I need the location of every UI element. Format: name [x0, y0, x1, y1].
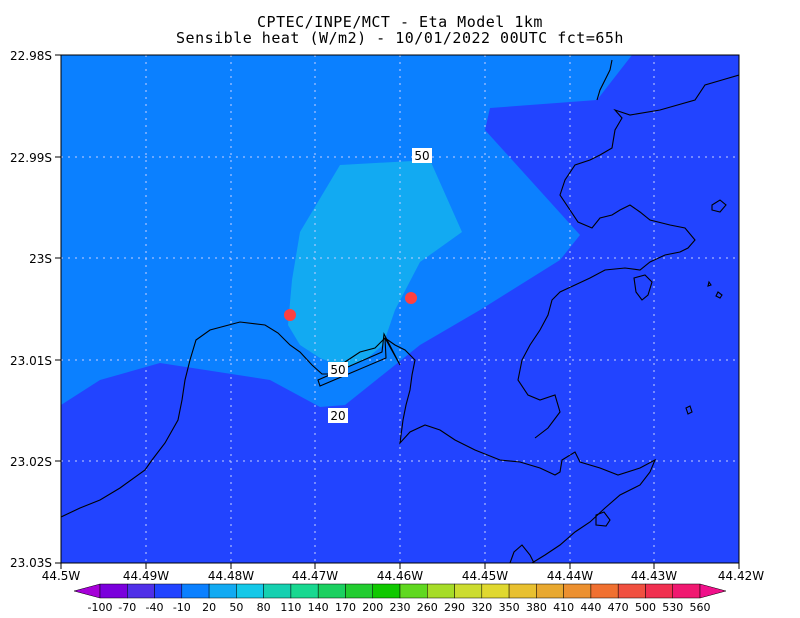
colorbar-segment — [427, 583, 455, 599]
colorbar-label: -10 — [173, 601, 191, 614]
colorbar-label: 290 — [444, 601, 465, 614]
map-plot: 50 50 20 — [61, 55, 739, 563]
colorbar-label: 410 — [553, 601, 574, 614]
colorbar-label: 560 — [690, 601, 711, 614]
colorbar-label: 230 — [390, 601, 411, 614]
colorbar-label: 80 — [257, 601, 271, 614]
lon-label: 44.43W — [631, 569, 677, 583]
coastline — [61, 59, 739, 563]
colorbar-label: 350 — [499, 601, 520, 614]
colorbar-label: 500 — [635, 601, 656, 614]
colorbar-segment — [699, 583, 727, 599]
colorbar-label: -40 — [146, 601, 164, 614]
svg-text:20: 20 — [330, 409, 345, 423]
station-marker — [284, 309, 296, 321]
colorbar-label: 20 — [202, 601, 216, 614]
lon-label: 44.47W — [292, 569, 338, 583]
colorbar-label: -100 — [88, 601, 113, 614]
colorbar-segment — [317, 583, 346, 599]
colorbar-label: 320 — [471, 601, 492, 614]
colorbar-segment — [236, 583, 264, 599]
axis-ticks — [55, 54, 740, 569]
colorbar-segment — [181, 583, 210, 599]
colorbar-label: 140 — [308, 601, 329, 614]
colorbar: -100 -70 -40 -10 20 50 80 110 140 170 200 230 260 290… — [73, 583, 727, 614]
colorbar-segment — [208, 583, 237, 599]
lat-label: 23.03S — [10, 556, 52, 570]
colorbar-segment — [73, 583, 101, 599]
colorbar-segment — [154, 583, 183, 599]
colorbar-label: 50 — [229, 601, 243, 614]
latitude-labels: 22.98S 22.99S 23S 23.01S 23.02S 23.03S — [10, 49, 52, 570]
map-subtitle: Sensible heat (W/m2) - 10/01/2022 00UTC … — [176, 29, 624, 47]
colorbar-segment — [290, 583, 319, 599]
gridlines — [61, 55, 739, 563]
colorbar-label: 380 — [526, 601, 547, 614]
colorbar-segment — [372, 583, 401, 599]
colorbar-segment — [127, 583, 155, 599]
colorbar-segment — [399, 583, 428, 599]
map-title: CPTEC/INPE/MCT - Eta Model 1km — [257, 13, 543, 31]
colorbar-segment — [590, 583, 619, 599]
lat-label: 23.01S — [10, 354, 52, 368]
colorbar-segment — [536, 583, 564, 599]
colorbar-segment — [563, 583, 592, 599]
svg-text:50: 50 — [414, 149, 429, 163]
field-fill-high — [288, 160, 462, 368]
colorbar-label: 470 — [608, 601, 629, 614]
svg-text:50: 50 — [330, 363, 345, 377]
colorbar-segment — [263, 583, 292, 599]
lon-label: 44.42W — [718, 569, 764, 583]
lon-label: 44.48W — [208, 569, 254, 583]
contour-label: 20 — [328, 408, 348, 423]
lon-label: 44.49W — [123, 569, 169, 583]
colorbar-segment — [508, 583, 537, 599]
lat-label: 22.98S — [10, 49, 52, 63]
lon-label: 44.45W — [462, 569, 508, 583]
contour-label: 50 — [412, 148, 432, 163]
colorbar-label: 260 — [417, 601, 438, 614]
colorbar-label: 530 — [662, 601, 683, 614]
lat-label: 23.02S — [10, 455, 52, 469]
colorbar-label: 170 — [335, 601, 356, 614]
colorbar-label: 440 — [580, 601, 601, 614]
colorbar-label: -70 — [118, 601, 136, 614]
lon-label: 44.46W — [377, 569, 423, 583]
colorbar-label: 110 — [280, 601, 301, 614]
colorbar-segment — [345, 583, 373, 599]
contour-label: 50 — [328, 362, 348, 377]
lon-label: 44.44W — [547, 569, 593, 583]
colorbar-segment — [645, 583, 673, 599]
colorbar-segment — [481, 583, 510, 599]
lat-label: 23S — [29, 252, 52, 266]
station-marker — [405, 292, 417, 304]
longitude-labels: 44.5W 44.49W 44.48W 44.47W 44.46W 44.45W… — [42, 569, 765, 583]
colorbar-label: 200 — [362, 601, 383, 614]
lon-label: 44.5W — [42, 569, 81, 583]
colorbar-segment — [99, 583, 128, 599]
colorbar-segment — [672, 583, 701, 599]
colorbar-segment — [454, 583, 483, 599]
colorbar-segment — [617, 583, 646, 599]
lat-label: 22.99S — [10, 151, 52, 165]
